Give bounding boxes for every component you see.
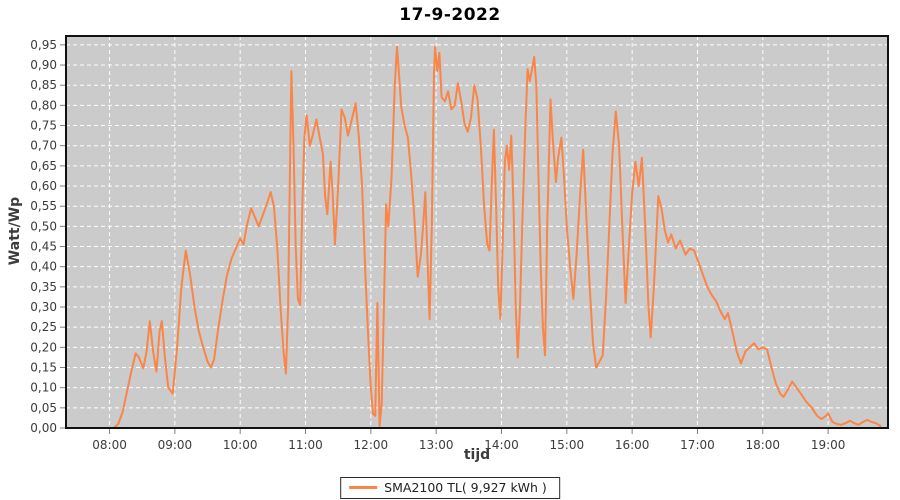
axis-ticks (60, 44, 829, 434)
y-tick-label: 0,50 (30, 219, 57, 233)
y-tick-label: 0,45 (30, 240, 57, 254)
y-tick-label: 0,15 (30, 361, 57, 375)
plot-border (65, 35, 889, 429)
axis-tick-labels: 0,00 0,05 0,10 0,15 0,20 0,25 0,30 0,35 0,40 0,45… (30, 38, 845, 452)
y-tick-label: 0,65 (30, 159, 57, 173)
x-tick-label: 08:00 (92, 438, 127, 452)
series-line (65, 45, 882, 429)
y-tick-label: 0,85 (30, 78, 57, 92)
y-tick-label: 0,35 (30, 280, 57, 294)
x-tick-label: 19:00 (811, 438, 846, 452)
y-tick-label: 0,75 (30, 119, 57, 133)
y-tick-label: 0,10 (30, 381, 57, 395)
legend-label: SMA2100 TL( 9,927 kWh ) (384, 480, 547, 495)
y-tick-label: 0,40 (30, 260, 57, 274)
y-tick-label: 0,60 (30, 179, 57, 193)
x-tick-label: 14:00 (484, 438, 519, 452)
x-tick-label: 18:00 (745, 438, 780, 452)
y-tick-label: 0,55 (30, 199, 57, 213)
x-axis-label: tijd (463, 447, 491, 463)
y-tick-label: 0,25 (30, 320, 57, 334)
chart-title: 17-9-2022 (399, 5, 501, 25)
x-tick-label: 16:00 (615, 438, 650, 452)
y-tick-label: 0,30 (30, 300, 57, 314)
x-tick-label: 13:00 (419, 438, 454, 452)
legend-line-swatch (349, 486, 378, 489)
y-tick-label: 0,90 (30, 58, 57, 72)
x-tick-label: 12:00 (354, 438, 389, 452)
y-tick-label: 0,05 (30, 401, 57, 415)
y-tick-label: 0,20 (30, 340, 57, 354)
series-polyline (65, 45, 882, 429)
x-tick-label: 09:00 (158, 438, 193, 452)
legend-box: SMA2100 TL( 9,927 kWh ) (340, 477, 560, 499)
x-tick-label: 10:00 (223, 438, 258, 452)
y-tick-label: 0,70 (30, 139, 57, 153)
x-tick-label: 11:00 (288, 438, 323, 452)
y-tick-label: 0,95 (30, 38, 57, 52)
x-tick-label: 17:00 (680, 438, 715, 452)
y-tick-label: 0,00 (30, 421, 57, 435)
y-axis-label: Watt/Wp (7, 196, 23, 266)
plot-border-rect (65, 35, 889, 429)
gridlines (66, 36, 888, 428)
y-tick-label: 0,80 (30, 98, 57, 112)
x-tick-label: 15:00 (550, 438, 585, 452)
